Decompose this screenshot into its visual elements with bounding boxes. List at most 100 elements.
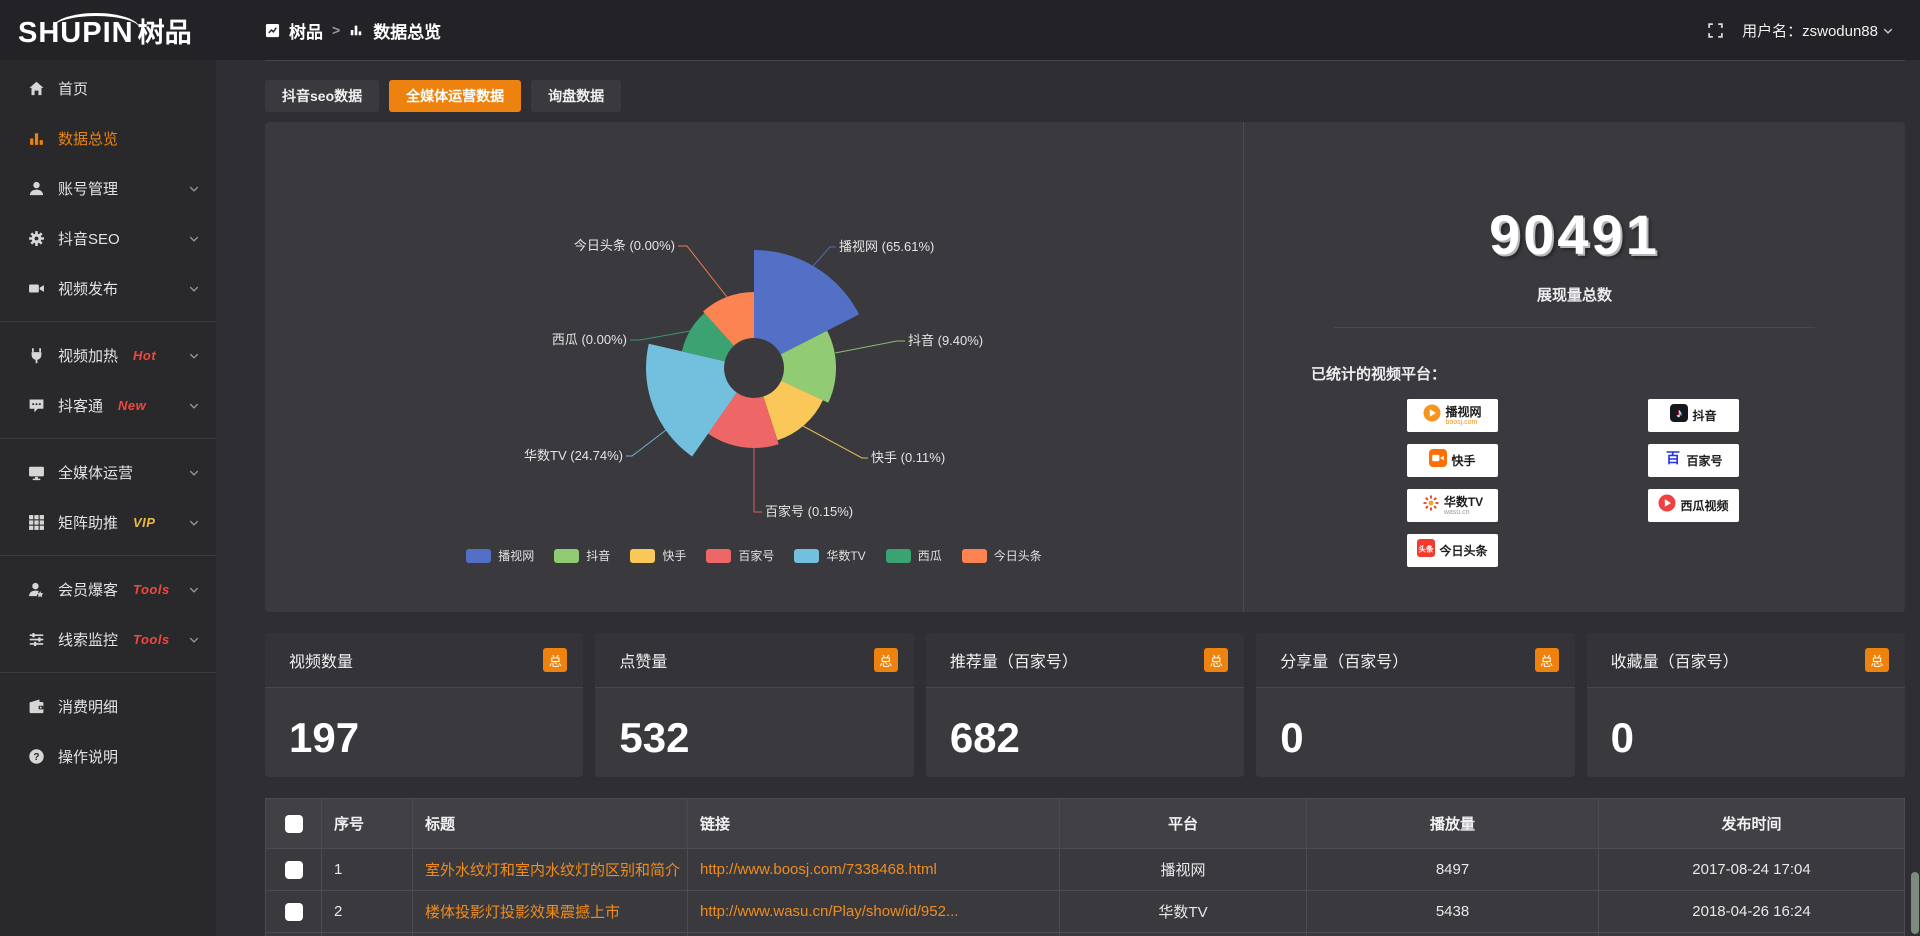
app-logo[interactable]: SHUPIN 树品 [0,11,216,50]
cell-title[interactable]: 楼体投影灯投影效果震撼上市 [412,890,688,933]
sidebar-item-badge: VIP [133,514,156,530]
select-all-checkbox[interactable] [284,814,303,833]
platform-badge-快手[interactable]: 快手 [1407,444,1498,477]
row-checkbox[interactable] [284,902,303,921]
chevron-down-icon [188,466,200,478]
sidebar-item-6[interactable]: 视频加热 Hot [0,330,216,380]
label-leader-line [626,429,667,457]
sidebar-item-3[interactable]: 账号管理 [0,163,216,213]
sidebar-item-11[interactable]: 线索监控 Tools [0,614,216,664]
pie-slice-百家号[interactable] [708,392,779,448]
stat-card-title: 视频数量 [289,654,354,671]
sidebar-item-4[interactable]: 抖音SEO [0,213,216,263]
total-badge[interactable]: 总 [873,648,898,672]
sidebar-item-badge: Tools [133,631,170,647]
pie-slice-抖音[interactable] [780,330,837,403]
sidebar-item-2[interactable]: 数据总览 [0,113,216,163]
stat-card-5: 收藏量（百家号） 总 0 [1586,633,1906,777]
video-camera-icon [28,280,45,297]
legend-label: 西瓜 [917,549,942,563]
sidebar-item-1[interactable]: 首页 [0,63,216,113]
svg-text:头条: 头条 [1419,544,1435,554]
platform-badge-今日头条[interactable]: 头条 今日头条 [1407,534,1498,567]
legend-item-百家号[interactable]: 百家号 [706,547,774,564]
tab-2[interactable]: 全媒体运营数据 [389,80,522,112]
platform-name: 播视网 [1445,404,1482,419]
pie-slice-今日头条[interactable] [703,291,754,346]
tab-1[interactable]: 抖音seo数据 [265,80,380,112]
toutiao-logo: 头条 [1417,539,1436,562]
pie-slice-华数TV[interactable] [646,343,737,457]
chat-icon [28,397,45,414]
sidebar-item-label: 操作说明 [58,748,119,766]
legend-item-抖音[interactable]: 抖音 [554,547,610,564]
label-leader-line [630,330,691,341]
sidebar-item-label: 账号管理 [58,180,119,198]
app-square-icon [265,23,280,38]
baijiahao-logo: 百 [1664,449,1682,472]
total-badge[interactable]: 总 [1204,648,1229,672]
legend-label: 今日头条 [993,549,1042,563]
table-row: 2 楼体投影灯投影效果震撼上市 http://www.wasu.cn/Play/sh… [265,890,1905,933]
platform-badge-抖音[interactable]: ♪ ♪ ♪ 抖音 [1648,399,1739,432]
row-select-cell [265,890,322,933]
sidebar-divider [0,438,216,439]
total-badge[interactable]: 总 [1534,648,1559,672]
stat-card-title: 收藏量（百家号） [1610,654,1739,671]
platform-name: 百家号 [1686,453,1723,468]
svg-text:♪: ♪ [1677,406,1683,420]
sidebar-item-9[interactable]: 矩阵助推 VIP [0,497,216,547]
sidebar-item-10[interactable]: 会员爆客 Tools [0,564,216,614]
user-icon [28,180,45,197]
overview-panel: 播视网 (65.61%) 抖音 (9.40%) 快手 (0.11%) 百家号 (0.1… [265,122,1905,612]
platform-badge-播视网[interactable]: 播视网 boosj.com [1407,399,1498,432]
total-badge[interactable]: 总 [1865,648,1890,672]
legend-item-播视网[interactable]: 播视网 [466,547,534,564]
pie-slice-西瓜[interactable] [681,313,734,362]
cell-link[interactable]: http://www.boosj.com/7338468.html [687,848,1060,891]
sidebar-item-5[interactable]: 视频发布 [0,263,216,313]
platform-badge-华数TV[interactable]: 华数TV wasu.cn [1407,489,1498,522]
col-platform: 平台 [1059,798,1307,849]
cell-link[interactable]: http://www.wasu.cn/Play/show/id/952... [687,890,1060,933]
stat-card-header: 推荐量（百家号） 总 [925,633,1245,688]
pie-slice-快手[interactable] [763,380,823,441]
douyin-logo: ♪ ♪ ♪ [1670,404,1689,427]
legend-item-今日头条[interactable]: 今日头条 [961,547,1042,564]
total-badge[interactable]: 总 [543,648,568,672]
member-icon [28,581,45,598]
pie-slice-播视网[interactable] [754,250,860,355]
platform-badge-百家号[interactable]: 百百家号 [1648,444,1739,477]
legend-item-西瓜[interactable]: 西瓜 [885,547,942,564]
tab-3[interactable]: 询盘数据 [531,80,622,112]
stat-card-value: 0 [1280,714,1304,761]
row-checkbox[interactable] [284,860,303,879]
sidebar-item-7[interactable]: 抖客通 New [0,380,216,430]
cell-title[interactable]: 室外水纹灯和室内水纹灯的区别和简介 [412,848,688,891]
sidebar-item-badge: New [118,397,147,413]
impressions-total-value: 90491 [1489,203,1660,266]
pie-label-今日头条: 今日头条 (0.00%) [574,238,675,253]
platform-name: 华数TV [1443,494,1484,509]
platform-subtext: boosj.com [1445,418,1478,426]
legend-item-华数TV[interactable]: 华数TV [794,547,866,564]
username-menu[interactable]: 用户名：zswodun88 [1742,20,1894,41]
fullscreen-icon[interactable] [1707,22,1724,39]
label-leader-line [834,340,905,354]
platform-badge-grid: 播视网 boosj.com ♪ ♪ ♪ 抖音快手 百百家号华数TV wasu.cn 西瓜视频头条… [1407,399,1905,567]
page-scrollbar-thumb[interactable] [1911,872,1919,934]
legend-item-快手[interactable]: 快手 [630,547,686,564]
legend-label: 百家号 [738,549,775,563]
select-all-header-cell [265,798,322,849]
sidebar-item-8[interactable]: 全媒体运营 [0,447,216,497]
cell-plays: 5438 [1306,890,1599,933]
table-row-partial [265,932,1905,936]
sidebar-item-label: 消费明细 [58,698,119,716]
stat-card-value: 682 [949,714,1020,761]
platform-badge-西瓜视频[interactable]: 西瓜视频 [1648,489,1739,522]
sidebar-item-12[interactable]: 消费明细 [0,681,216,731]
breadcrumb-root[interactable]: 树品 [289,22,323,42]
sidebar-item-13[interactable]: ? 操作说明 [0,731,216,781]
sliders-icon [28,631,45,648]
cell-platform: 播视网 [1059,848,1307,891]
